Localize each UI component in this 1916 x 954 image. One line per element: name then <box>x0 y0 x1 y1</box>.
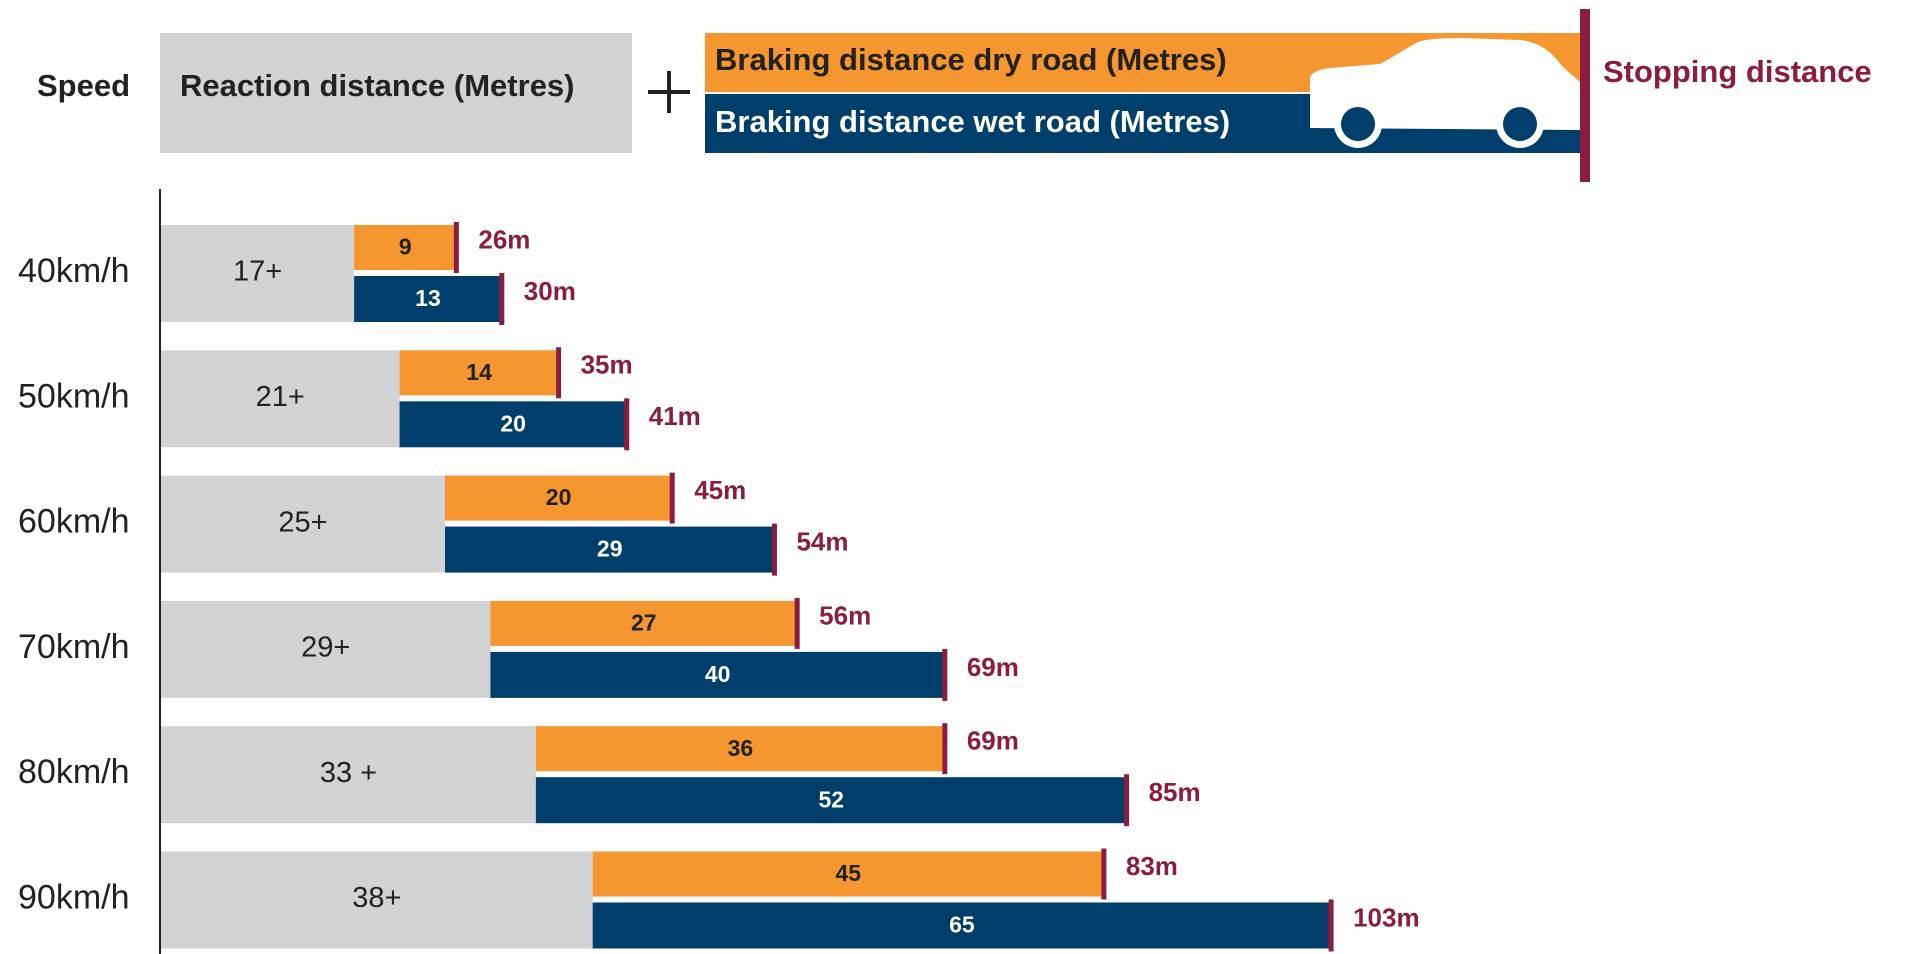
stopping-label: 85m <box>1149 777 1201 807</box>
category-title: Speed <box>37 68 130 103</box>
reaction-label: 38+ <box>352 882 401 914</box>
braking-label: 27 <box>631 609 657 635</box>
braking-bar <box>445 526 775 573</box>
reaction-label: 17+ <box>233 256 282 288</box>
reaction-bar <box>161 600 491 698</box>
legend-swatch-reaction <box>160 33 632 153</box>
braking-label: 13 <box>415 285 441 311</box>
stopping-tick <box>556 347 562 399</box>
plus-sign <box>648 71 690 113</box>
reaction-bar <box>161 475 445 573</box>
category-label: 70km/h <box>18 628 130 666</box>
braking-label: 36 <box>728 735 754 761</box>
stopping-label: 45m <box>694 475 746 505</box>
stopping-tick <box>624 398 630 451</box>
stopping-label: 41m <box>649 401 701 431</box>
braking-label: 29 <box>597 536 623 562</box>
braking-label: 52 <box>818 786 844 812</box>
braking-label: 40 <box>705 661 731 687</box>
reaction-bar <box>161 726 536 824</box>
braking-bar <box>592 902 1332 949</box>
braking-bar <box>445 475 673 521</box>
braking-bar <box>399 401 627 448</box>
reaction-label: 25+ <box>278 506 327 538</box>
stopping-label: 54m <box>796 526 848 556</box>
stopping-label: 56m <box>819 600 871 630</box>
braking-bar <box>535 777 1127 824</box>
reaction-label: 21+ <box>256 381 305 413</box>
reaction-bar <box>161 851 593 949</box>
legend-dry: Braking distance dry road (Metres) <box>715 42 1227 77</box>
stopping-tick <box>1101 848 1107 900</box>
braking-bar <box>399 350 559 396</box>
braking-bar <box>354 225 457 270</box>
braking-bar <box>490 600 798 646</box>
stopping-tick <box>669 472 675 524</box>
braking-label: 14 <box>466 359 492 385</box>
stopping-label: 69m <box>967 652 1019 682</box>
legend-stop-line <box>1580 9 1590 182</box>
stopping-tick <box>771 523 777 576</box>
braking-label: 20 <box>500 410 526 436</box>
stopping-label: 26m <box>478 224 530 254</box>
category-label: 90km/h <box>18 878 130 916</box>
braking-bar <box>490 651 945 698</box>
stopping-tick <box>499 273 505 325</box>
category-label: 50km/h <box>18 377 130 415</box>
legend-wet: Braking distance wet road (Metres) <box>715 104 1230 139</box>
braking-label: 45 <box>835 860 861 886</box>
braking-bar <box>354 276 502 322</box>
braking-bar <box>535 726 945 772</box>
braking-bar <box>592 851 1104 897</box>
reaction-label: 33 + <box>320 757 377 789</box>
braking-label: 20 <box>546 484 572 510</box>
stopping-tick <box>453 222 459 273</box>
stopping-label: 83m <box>1126 851 1178 881</box>
car-icon <box>1310 38 1582 148</box>
stopping-tick <box>942 723 948 775</box>
stopping-tick <box>1328 899 1334 952</box>
category-label: 60km/h <box>18 503 130 541</box>
stopping-tick <box>794 597 800 649</box>
category-label: 40km/h <box>18 252 130 290</box>
reaction-bar <box>161 350 400 448</box>
stopping-label: 69m <box>967 726 1019 756</box>
braking-label: 9 <box>399 234 412 260</box>
reaction-label: 29+ <box>301 632 350 664</box>
braking-label: 65 <box>949 912 975 938</box>
stopping-label: 30m <box>524 276 576 306</box>
legend-stop: Stopping distance <box>1603 54 1872 89</box>
stopping-tick <box>1124 774 1130 827</box>
stopping-tick <box>942 648 948 701</box>
stopping-label: 103m <box>1353 902 1420 932</box>
reaction-bar <box>161 225 355 322</box>
legend-reaction: Reaction distance (Metres) <box>180 68 575 103</box>
stopping-label: 35m <box>581 350 633 380</box>
category-label: 80km/h <box>18 753 130 791</box>
